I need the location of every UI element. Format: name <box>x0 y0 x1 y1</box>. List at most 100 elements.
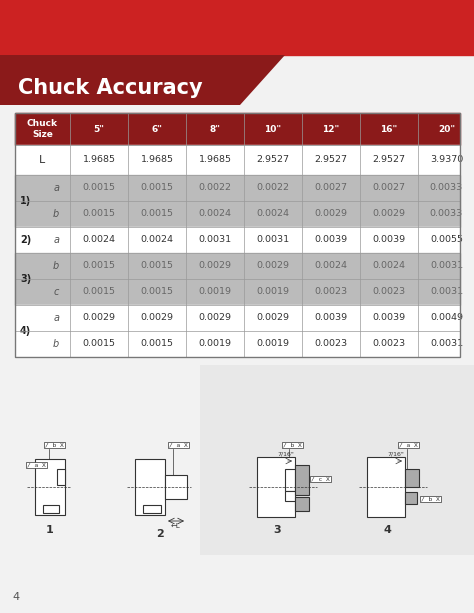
Text: 0.0029: 0.0029 <box>82 313 116 322</box>
Text: Chuck Accuracy: Chuck Accuracy <box>18 78 202 98</box>
Bar <box>57 469 65 485</box>
Text: 0.0039: 0.0039 <box>373 235 406 245</box>
Bar <box>295 497 309 511</box>
Text: / a X: / a X <box>27 462 46 468</box>
Text: / c X: / c X <box>311 476 330 481</box>
Text: 0.0049: 0.0049 <box>430 313 463 322</box>
Bar <box>367 457 405 517</box>
Text: / a X: / a X <box>399 443 418 447</box>
Text: 8": 8" <box>210 124 220 134</box>
Text: 0.0019: 0.0019 <box>199 287 231 297</box>
Text: 7/16": 7/16" <box>387 452 404 457</box>
Text: 1): 1) <box>20 196 31 206</box>
Text: 0.0024: 0.0024 <box>199 210 231 218</box>
Text: 5": 5" <box>93 124 104 134</box>
Bar <box>405 469 419 487</box>
Text: 4: 4 <box>12 592 19 602</box>
Text: 0.0039: 0.0039 <box>314 235 347 245</box>
Polygon shape <box>0 55 285 105</box>
Text: b: b <box>53 339 59 349</box>
Text: 16": 16" <box>380 124 398 134</box>
Text: ←L: ←L <box>171 523 181 529</box>
Text: 0.0027: 0.0027 <box>315 183 347 192</box>
Text: 0.0039: 0.0039 <box>373 313 406 322</box>
Text: 2): 2) <box>20 235 31 245</box>
Text: 0.0023: 0.0023 <box>314 340 347 349</box>
Bar <box>15 175 460 201</box>
Text: 0.0024: 0.0024 <box>373 262 405 270</box>
Text: 1.9685: 1.9685 <box>82 156 116 164</box>
Text: 6": 6" <box>152 124 163 134</box>
Text: 0.0015: 0.0015 <box>140 210 173 218</box>
Text: 1.9685: 1.9685 <box>199 156 231 164</box>
Text: 12": 12" <box>322 124 340 134</box>
Text: 3: 3 <box>273 525 281 535</box>
Polygon shape <box>200 365 474 555</box>
Text: a: a <box>53 235 59 245</box>
Text: 0.0031: 0.0031 <box>430 287 463 297</box>
Text: 7/16": 7/16" <box>277 452 294 457</box>
Bar <box>295 465 309 495</box>
Text: 1: 1 <box>46 525 54 535</box>
Text: b: b <box>53 209 59 219</box>
Text: 0.0029: 0.0029 <box>373 210 405 218</box>
Text: 4: 4 <box>383 525 391 535</box>
Text: 0.0019: 0.0019 <box>256 340 290 349</box>
Text: / b X: / b X <box>45 443 64 447</box>
Text: 20": 20" <box>438 124 455 134</box>
Text: 0.0024: 0.0024 <box>256 210 290 218</box>
Bar <box>285 491 295 501</box>
Text: 0.0015: 0.0015 <box>82 183 116 192</box>
Polygon shape <box>0 0 320 55</box>
Text: 0.0023: 0.0023 <box>314 287 347 297</box>
Text: 2.9527: 2.9527 <box>256 156 290 164</box>
Bar <box>285 469 295 491</box>
Bar <box>15 227 460 253</box>
Text: 0.0031: 0.0031 <box>430 340 463 349</box>
Text: 0.0031: 0.0031 <box>256 235 290 245</box>
Bar <box>15 113 460 357</box>
Text: 0.0015: 0.0015 <box>140 287 173 297</box>
Text: 1.9685: 1.9685 <box>140 156 173 164</box>
Polygon shape <box>0 0 105 100</box>
Text: 0.0027: 0.0027 <box>373 183 405 192</box>
Bar <box>35 459 65 515</box>
Text: Chuck
Size: Chuck Size <box>27 120 58 139</box>
Text: 4): 4) <box>20 326 31 336</box>
Text: 3): 3) <box>20 274 31 284</box>
Text: L: L <box>39 155 46 165</box>
Bar <box>405 492 417 504</box>
Text: 0.0022: 0.0022 <box>256 183 290 192</box>
Text: 0.0024: 0.0024 <box>315 262 347 270</box>
Text: 0.0029: 0.0029 <box>256 262 290 270</box>
Text: 2.9527: 2.9527 <box>315 156 347 164</box>
Text: 0.0029: 0.0029 <box>199 313 231 322</box>
Text: b: b <box>53 261 59 271</box>
Text: 0.0029: 0.0029 <box>256 313 290 322</box>
Text: 0.0015: 0.0015 <box>82 287 116 297</box>
Text: / a X: / a X <box>169 443 188 447</box>
Bar <box>15 113 460 357</box>
Text: 0.0031: 0.0031 <box>430 262 463 270</box>
Text: 0.0015: 0.0015 <box>140 340 173 349</box>
Bar <box>135 459 165 515</box>
Text: 0.0055: 0.0055 <box>430 235 463 245</box>
Bar <box>15 145 460 175</box>
Text: a: a <box>53 183 59 193</box>
Text: 0.0024: 0.0024 <box>140 235 173 245</box>
Bar <box>143 505 161 513</box>
Text: 0.0015: 0.0015 <box>140 183 173 192</box>
Text: 0.0031: 0.0031 <box>199 235 232 245</box>
Text: 0.0029: 0.0029 <box>140 313 173 322</box>
Bar <box>43 505 59 513</box>
Text: 0.0039: 0.0039 <box>314 313 347 322</box>
Bar <box>15 279 460 305</box>
Text: 10": 10" <box>264 124 282 134</box>
Text: 0.0023: 0.0023 <box>373 340 406 349</box>
Text: 0.0019: 0.0019 <box>199 340 231 349</box>
Text: 0.0015: 0.0015 <box>82 340 116 349</box>
Text: 0.0023: 0.0023 <box>373 287 406 297</box>
Bar <box>15 253 460 279</box>
Text: 0.0029: 0.0029 <box>315 210 347 218</box>
Bar <box>15 305 460 331</box>
